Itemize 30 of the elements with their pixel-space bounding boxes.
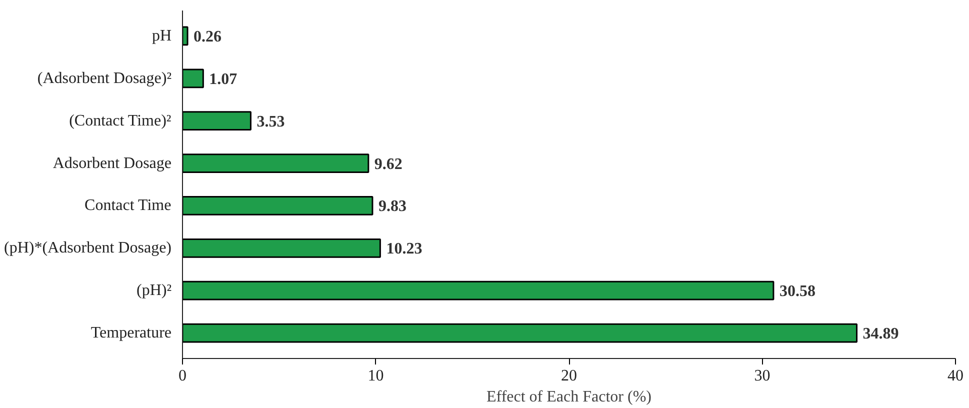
- y-tick-label: pH: [152, 27, 172, 44]
- y-tick-label: (pH)*(Adsorbent Dosage): [4, 240, 172, 257]
- x-tick-label: 0: [178, 368, 186, 384]
- bar: [182, 68, 204, 88]
- x-tick-label: 20: [561, 368, 577, 384]
- bar: [182, 280, 774, 300]
- data-label: 3.53: [256, 113, 285, 130]
- data-label: 9.83: [378, 198, 406, 216]
- y-tick-label: (Contact Time)²: [69, 112, 172, 130]
- y-tick-label: Adsorbent Dosage: [52, 154, 172, 172]
- data-label: 30.58: [779, 283, 816, 300]
- bar: [182, 154, 370, 173]
- y-tick-label: (Adsorbent Dosage)²: [37, 70, 172, 87]
- y-tick-label: Temperature: [90, 324, 172, 342]
- x-axis-title: Effect of Each Factor (%): [486, 388, 652, 406]
- data-label: 9.62: [374, 156, 402, 173]
- x-tick-label: 10: [368, 368, 384, 384]
- x-tick-label: 30: [754, 368, 770, 384]
- data-label: 10.23: [386, 240, 422, 258]
- y-tick-label: Contact Time: [84, 197, 172, 214]
- y-tick-label: (pH)²: [136, 282, 172, 300]
- data-label: 1.07: [209, 70, 238, 88]
- data-label: 34.89: [862, 326, 899, 343]
- bar: [182, 111, 252, 131]
- bar: [182, 238, 381, 258]
- bar: [182, 323, 858, 343]
- data-label: 0.26: [194, 28, 222, 46]
- bar: [182, 26, 188, 46]
- bar: [182, 196, 374, 216]
- x-tick-label: 40: [948, 368, 964, 384]
